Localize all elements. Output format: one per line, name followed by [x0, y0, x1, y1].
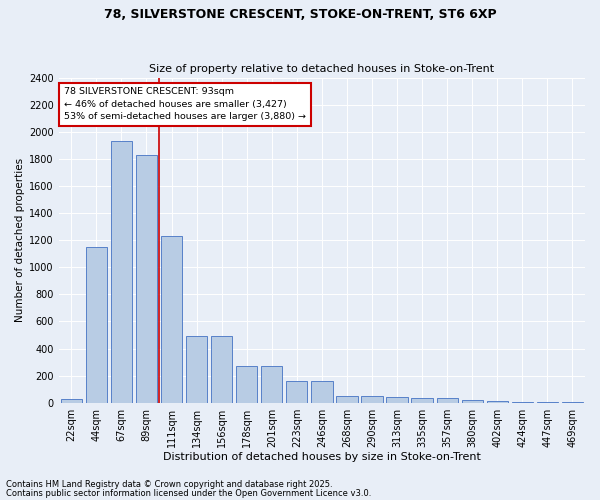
Bar [487, 400, 508, 402]
Bar [86, 247, 107, 402]
Bar [211, 336, 232, 402]
Bar [136, 155, 157, 402]
Bar [437, 398, 458, 402]
Bar [461, 400, 483, 402]
Bar [161, 236, 182, 402]
Bar [236, 366, 257, 403]
Bar [361, 396, 383, 402]
X-axis label: Distribution of detached houses by size in Stoke-on-Trent: Distribution of detached houses by size … [163, 452, 481, 462]
Bar [412, 398, 433, 402]
Bar [61, 398, 82, 402]
Bar [336, 396, 358, 402]
Bar [186, 336, 207, 402]
Text: 78, SILVERSTONE CRESCENT, STOKE-ON-TRENT, ST6 6XP: 78, SILVERSTONE CRESCENT, STOKE-ON-TRENT… [104, 8, 496, 20]
Text: 78 SILVERSTONE CRESCENT: 93sqm
← 46% of detached houses are smaller (3,427)
53% : 78 SILVERSTONE CRESCENT: 93sqm ← 46% of … [64, 88, 306, 122]
Bar [311, 381, 332, 402]
Title: Size of property relative to detached houses in Stoke-on-Trent: Size of property relative to detached ho… [149, 64, 494, 74]
Text: Contains HM Land Registry data © Crown copyright and database right 2025.: Contains HM Land Registry data © Crown c… [6, 480, 332, 489]
Text: Contains public sector information licensed under the Open Government Licence v3: Contains public sector information licen… [6, 488, 371, 498]
Bar [286, 381, 307, 402]
Bar [386, 396, 408, 402]
Bar [261, 366, 283, 403]
Bar [111, 141, 132, 403]
Y-axis label: Number of detached properties: Number of detached properties [15, 158, 25, 322]
